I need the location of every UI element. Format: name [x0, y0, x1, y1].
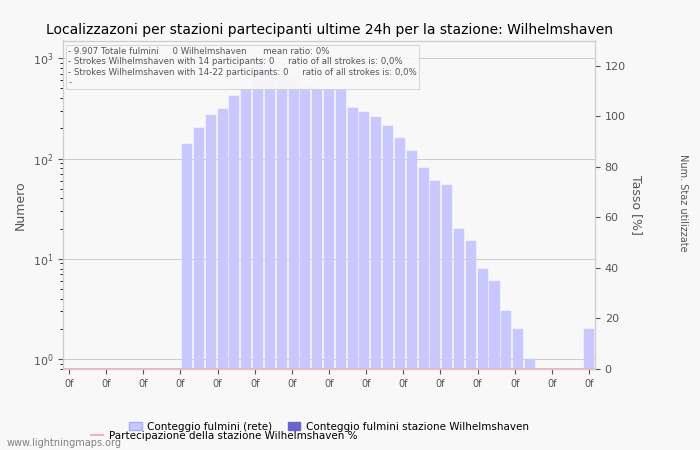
- Bar: [489, 281, 500, 450]
- Bar: [407, 151, 416, 450]
- Bar: [265, 71, 275, 450]
- Y-axis label: Numero: Numero: [14, 180, 27, 230]
- Bar: [395, 138, 405, 450]
- Bar: [430, 181, 440, 450]
- Bar: [241, 89, 251, 450]
- Text: Num. Staz utilizzate: Num. Staz utilizzate: [678, 154, 687, 251]
- Bar: [501, 311, 512, 450]
- Bar: [336, 89, 346, 450]
- Bar: [513, 329, 523, 450]
- Bar: [230, 96, 239, 450]
- Bar: [584, 329, 594, 450]
- Bar: [312, 87, 322, 450]
- Legend: Conteggio fulmini (rete), Conteggio fulmini stazione Wilhelmshaven: Conteggio fulmini (rete), Conteggio fulm…: [125, 418, 533, 436]
- Bar: [276, 74, 287, 450]
- Bar: [454, 229, 464, 450]
- Y-axis label: Tasso [%]: Tasso [%]: [629, 175, 643, 235]
- Bar: [300, 87, 310, 450]
- Bar: [324, 89, 334, 450]
- Legend: Partecipazione della stazione Wilhelmshaven %: Partecipazione della stazione Wilhelmsha…: [87, 427, 361, 445]
- Bar: [288, 77, 299, 450]
- Bar: [371, 117, 382, 450]
- Bar: [218, 109, 228, 450]
- Text: - 9.907 Totale fulmini     0 Wilhelmshaven      mean ratio: 0%
- Strokes Wilhelm: - 9.907 Totale fulmini 0 Wilhelmshaven m…: [69, 47, 417, 87]
- Bar: [348, 108, 358, 450]
- Bar: [206, 115, 216, 450]
- Bar: [525, 359, 535, 450]
- Bar: [477, 269, 488, 450]
- Bar: [419, 168, 428, 450]
- Bar: [442, 184, 452, 450]
- Text: www.lightningmaps.org: www.lightningmaps.org: [7, 438, 122, 448]
- Bar: [194, 128, 204, 450]
- Bar: [359, 112, 370, 450]
- Bar: [466, 241, 476, 450]
- Bar: [253, 59, 263, 450]
- Title: Localizzazoni per stazioni partecipanti ultime 24h per la stazione: Wilhelmshave: Localizzazoni per stazioni partecipanti …: [46, 22, 612, 36]
- Bar: [383, 126, 393, 450]
- Bar: [182, 144, 192, 450]
